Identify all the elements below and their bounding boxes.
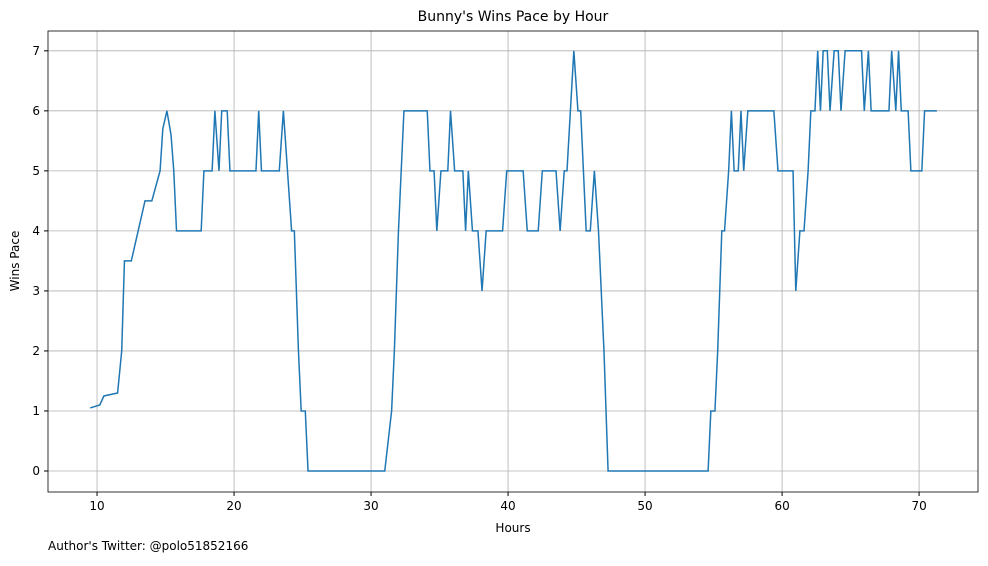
y-tick-label: 3 (32, 284, 40, 298)
footnote: Author's Twitter: @polo51852166 (48, 539, 248, 553)
y-tick-label: 1 (32, 404, 40, 418)
y-tick-label: 6 (32, 104, 40, 118)
y-tick-label: 2 (32, 344, 40, 358)
y-tick-label: 0 (32, 464, 40, 478)
y-tick-label: 5 (32, 164, 40, 178)
x-tick-label: 30 (363, 499, 378, 513)
data-line (89, 50, 937, 472)
x-tick-label: 50 (637, 499, 652, 513)
x-tick-label: 60 (774, 499, 789, 513)
y-axis-label: Wins Pace (8, 231, 22, 292)
plot-frame (47, 30, 979, 493)
y-tick-label: 4 (32, 224, 40, 238)
x-tick-label: 40 (500, 499, 515, 513)
x-tick-label: 70 (911, 499, 926, 513)
x-tick-label: 10 (89, 499, 104, 513)
x-axis-label: Hours (495, 521, 530, 535)
y-tick-label: 7 (32, 44, 40, 58)
x-tick-label: 20 (226, 499, 241, 513)
chart-title: Bunny's Wins Pace by Hour (418, 9, 609, 25)
